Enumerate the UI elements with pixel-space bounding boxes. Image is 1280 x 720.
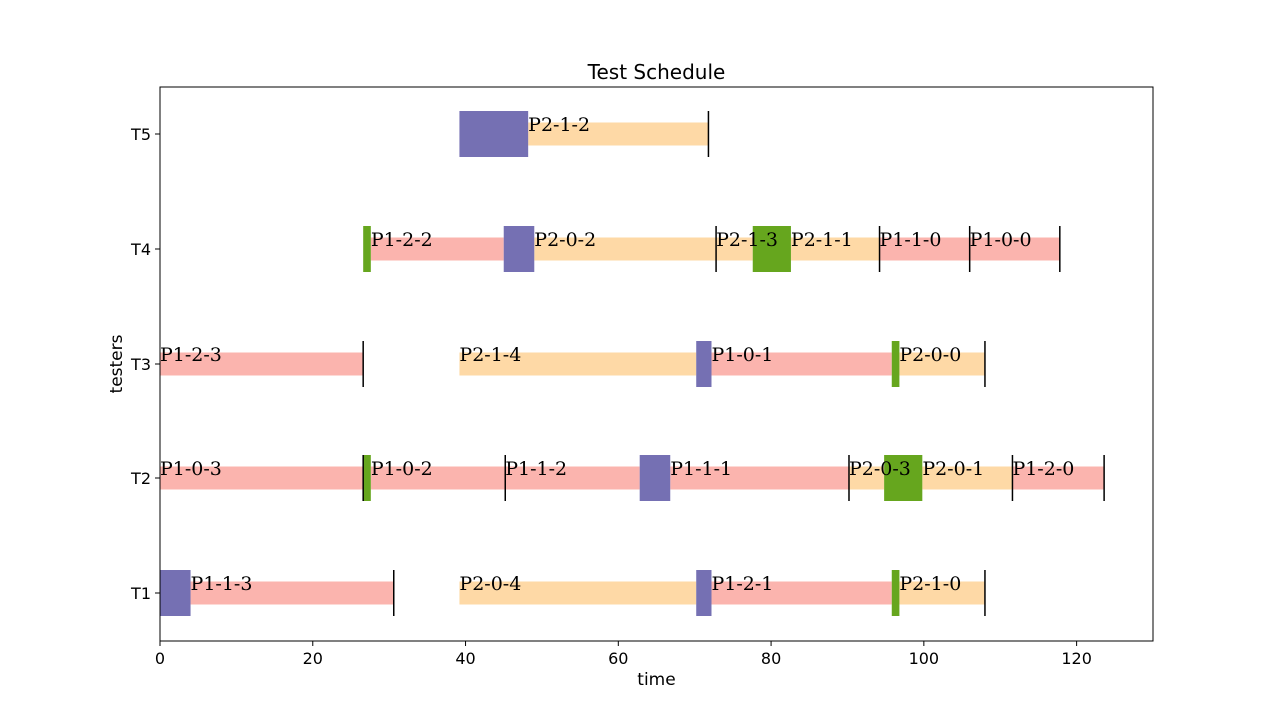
x-tick-label-80: 80 <box>761 649 781 668</box>
task-label-P1-1-0: P1-1-0 <box>880 229 942 251</box>
x-tick-label-20: 20 <box>303 649 323 668</box>
task-label-P1-0-2: P1-0-2 <box>371 458 433 480</box>
setup-block-T4-8 <box>363 226 371 272</box>
task-bar-P1-1-1 <box>670 466 849 490</box>
task-bar-P1-0-3 <box>160 466 364 490</box>
task-label-P2-1-4: P2-1-4 <box>459 344 521 366</box>
task-bar-P2-1-2 <box>528 122 709 146</box>
task-bar-P1-1-2 <box>505 466 640 490</box>
setup-block-T3-7 <box>891 341 900 387</box>
task-label-P2-0-3: P2-0-3 <box>849 458 911 480</box>
x-axis-label: time <box>637 670 675 690</box>
task-bar-P1-2-3 <box>160 352 364 376</box>
x-axis: 0 20 40 60 80 100 120 <box>155 641 1092 668</box>
task-bar-P2-1-0 <box>899 581 985 605</box>
task-label-P1-2-1: P1-2-1 <box>711 573 773 595</box>
y-tick-label-T5: T5 <box>130 125 151 144</box>
task-label-P1-2-0: P1-2-0 <box>1012 458 1074 480</box>
task-bar-P1-2-1 <box>711 581 892 605</box>
x-tick-label-100: 100 <box>909 649 940 668</box>
task-label-P1-0-3: P1-0-3 <box>160 458 222 480</box>
y-tick-label-T1: T1 <box>130 584 151 603</box>
task-bar-P1-1-0 <box>879 237 970 261</box>
x-tick-label-60: 60 <box>608 649 628 668</box>
task-label-P2-0-4: P2-0-4 <box>459 573 521 595</box>
task-label-P2-0-2: P2-0-2 <box>534 229 596 251</box>
y-axis: T1 T2 T3 T4 T5 <box>130 125 160 603</box>
setup-block-T4-10 <box>752 226 791 272</box>
task-label-P1-0-1: P1-0-1 <box>711 344 773 366</box>
setup-block-T3-6 <box>696 341 712 387</box>
task-label-P2-1-2: P2-1-2 <box>528 114 590 136</box>
task-bar-P2-1-1 <box>790 237 880 261</box>
task-label-P1-2-2: P1-2-2 <box>371 229 433 251</box>
task-bar-P1-0-2 <box>370 466 506 490</box>
task-bar-P2-1-4 <box>459 352 697 376</box>
x-tick-label-40: 40 <box>455 649 475 668</box>
y-axis-label: testers <box>107 334 127 393</box>
setup-block-T2-4 <box>639 455 671 501</box>
setup-block-T2-5 <box>884 455 923 501</box>
setup-block-T1-0 <box>160 570 191 616</box>
task-label-P1-1-2: P1-1-2 <box>505 458 567 480</box>
y-tick-label-T4: T4 <box>130 240 151 259</box>
setup-block-T1-2 <box>891 570 900 616</box>
task-bar-P2-1-3 <box>716 237 753 261</box>
task-label-P2-1-3: P2-1-3 <box>716 229 778 251</box>
x-tick-label-0: 0 <box>155 649 165 668</box>
setup-block-T4-9 <box>503 226 535 272</box>
y-tick-label-T3: T3 <box>130 355 151 374</box>
task-bar-P1-2-2 <box>370 237 504 261</box>
task-label-P1-1-3: P1-1-3 <box>191 573 253 595</box>
task-label-P1-0-0: P1-0-0 <box>970 229 1032 251</box>
task-label-P2-0-0: P2-0-0 <box>899 344 961 366</box>
task-bar-P2-0-2 <box>534 237 717 261</box>
task-label-P1-1-1: P1-1-1 <box>670 458 732 480</box>
setup-block-T2-3 <box>363 455 371 501</box>
task-bar-P1-0-1 <box>711 352 892 376</box>
task-bar-P2-0-3 <box>848 466 885 490</box>
task-bar-P1-2-0 <box>1012 466 1105 490</box>
setup-block-T1-1 <box>696 570 712 616</box>
chart-title: Test Schedule <box>587 60 726 84</box>
x-tick-label-120: 120 <box>1061 649 1092 668</box>
task-label-P2-0-1: P2-0-1 <box>922 458 984 480</box>
task-label-P1-2-3: P1-2-3 <box>160 344 222 366</box>
task-bar-P2-0-1 <box>922 466 1013 490</box>
task-bar-P1-0-0 <box>969 237 1060 261</box>
setup-block-T5-11 <box>459 111 529 157</box>
task-bar-P1-1-3 <box>190 581 394 605</box>
task-bar-P2-0-0 <box>899 352 985 376</box>
task-label-P2-1-1: P2-1-1 <box>791 229 853 251</box>
task-label-P2-1-0: P2-1-0 <box>899 573 961 595</box>
y-tick-label-T2: T2 <box>130 469 151 488</box>
plot-area: P1-1-3 P2-0-4 P1-2-1 P2-1-0 P1-0-3 P1-0-2 P1-1… <box>160 111 1105 616</box>
task-bar-P2-0-4 <box>459 581 697 605</box>
